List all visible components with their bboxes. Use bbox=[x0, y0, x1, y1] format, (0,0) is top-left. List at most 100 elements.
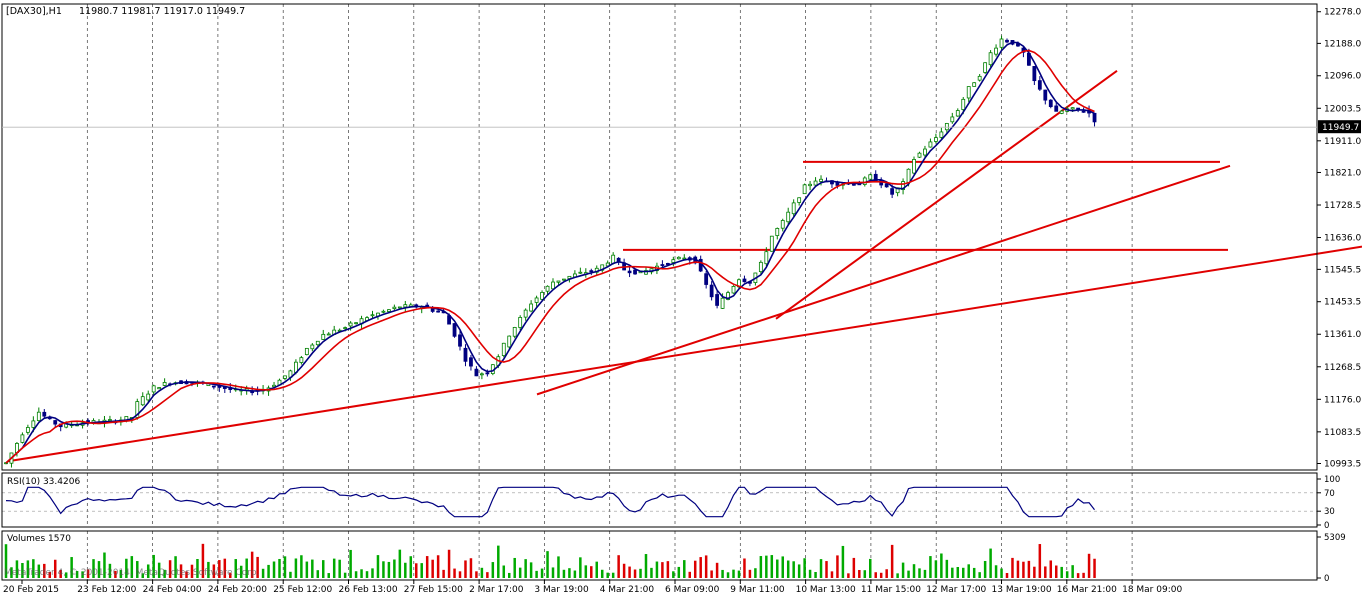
candle-body bbox=[529, 303, 534, 312]
candle-body bbox=[146, 393, 151, 401]
candle-body bbox=[1048, 99, 1053, 108]
candle-body bbox=[961, 98, 966, 110]
volume-axis-label: 0 bbox=[1324, 574, 1329, 584]
price-axis-label: 12096.0 bbox=[1324, 72, 1361, 82]
candle-body bbox=[370, 314, 375, 317]
candle-body bbox=[764, 251, 769, 265]
price-axis-label: 10993.5 bbox=[1324, 459, 1361, 469]
candle-body bbox=[545, 285, 550, 292]
candle-body bbox=[1059, 110, 1064, 114]
candle-body bbox=[939, 131, 944, 138]
current-price-value: 11949.7 bbox=[1322, 123, 1359, 133]
candle-body bbox=[890, 188, 895, 195]
candle-body bbox=[321, 333, 326, 340]
candle-body bbox=[485, 372, 490, 375]
candle-body bbox=[676, 256, 681, 260]
candle-body bbox=[802, 184, 807, 195]
candle-body bbox=[1021, 47, 1026, 53]
rsi-panel-frame bbox=[1, 472, 1318, 528]
candle-body bbox=[983, 62, 988, 73]
candle-body bbox=[392, 306, 397, 310]
rsi-axis-label: 70 bbox=[1324, 489, 1335, 499]
candle-body bbox=[994, 47, 998, 55]
candle-body bbox=[923, 148, 927, 156]
time-axis-label: 24 Feb 04:00 bbox=[143, 585, 202, 595]
rsi-axis-label: 30 bbox=[1324, 507, 1335, 517]
candle-body bbox=[140, 396, 145, 406]
candle-body bbox=[458, 334, 462, 347]
current-price-tag bbox=[1318, 120, 1361, 134]
price-axis-label: 11453.5 bbox=[1324, 298, 1361, 308]
candle-body bbox=[354, 322, 358, 325]
candle-body bbox=[589, 270, 594, 273]
candle-body bbox=[851, 183, 856, 186]
candle-body bbox=[1043, 89, 1048, 101]
candle-body bbox=[397, 306, 402, 309]
candle-body bbox=[944, 123, 949, 131]
volume-label: Volumes 1570 bbox=[7, 534, 71, 544]
candle-body bbox=[540, 292, 544, 300]
candle-body bbox=[135, 401, 140, 418]
candle-body bbox=[780, 220, 785, 229]
candle-body bbox=[912, 159, 916, 174]
candle-body bbox=[108, 419, 112, 421]
candle-body bbox=[283, 375, 287, 379]
time-axis-label: 27 Feb 15:00 bbox=[404, 585, 463, 595]
candle-body bbox=[966, 86, 971, 99]
candle-body bbox=[917, 152, 922, 158]
candle-body bbox=[928, 141, 933, 148]
candle-body bbox=[868, 174, 873, 180]
candle-body bbox=[1092, 112, 1097, 123]
fast-moving-average bbox=[5, 41, 1095, 464]
candle-body bbox=[31, 420, 36, 428]
volume-axis-label: 5309 bbox=[1324, 533, 1346, 543]
time-axis-label: 16 Mar 21:00 bbox=[1057, 585, 1117, 595]
time-axis-label: 6 Mar 09:00 bbox=[665, 585, 720, 595]
candle-body bbox=[452, 323, 457, 337]
time-axis-label: 12 Mar 17:00 bbox=[926, 585, 986, 595]
rsi-line bbox=[5, 486, 1095, 518]
candle-body bbox=[479, 373, 484, 376]
candle-body bbox=[507, 335, 512, 348]
main-panel-frame bbox=[1, 3, 1318, 471]
candle-body bbox=[501, 342, 506, 356]
candle-body bbox=[665, 262, 670, 265]
candle-body bbox=[1076, 107, 1081, 110]
candle-body bbox=[157, 387, 162, 390]
candle-body bbox=[162, 382, 167, 386]
candle-body bbox=[901, 181, 905, 190]
trend-line[interactable] bbox=[7, 245, 1362, 463]
candle-body bbox=[1081, 110, 1086, 113]
time-axis-label: 3 Mar 19:00 bbox=[534, 585, 589, 595]
candle-body bbox=[715, 294, 719, 306]
price-axis-label: 11911.0 bbox=[1324, 137, 1361, 147]
candle-body bbox=[272, 384, 276, 388]
candle-body bbox=[769, 235, 774, 252]
price-axis-label: 11083.5 bbox=[1324, 428, 1361, 438]
candle-body bbox=[474, 368, 479, 377]
candle-body bbox=[551, 281, 555, 290]
candle-body bbox=[808, 183, 812, 187]
candle-body bbox=[704, 273, 709, 285]
candle-body bbox=[1005, 39, 1009, 43]
candle-body bbox=[562, 278, 566, 281]
candle-body bbox=[791, 202, 796, 215]
candle-body bbox=[315, 340, 320, 346]
candle-body bbox=[999, 38, 1004, 48]
trend-line[interactable] bbox=[536, 164, 1231, 396]
rsi-label: RSI(10) 33.4206 bbox=[7, 477, 80, 487]
time-axis-label: 24 Feb 20:00 bbox=[208, 585, 267, 595]
symbol-label: [DAX30],H1 bbox=[6, 6, 62, 17]
candle-body bbox=[25, 427, 30, 433]
candle-body bbox=[742, 278, 747, 283]
candle-body bbox=[660, 264, 665, 266]
candle-body bbox=[42, 411, 47, 417]
price-axis-label: 11176.0 bbox=[1324, 395, 1361, 405]
price-axis-label: 11821.0 bbox=[1324, 168, 1361, 178]
candle-body bbox=[20, 434, 25, 443]
candle-body bbox=[436, 310, 441, 313]
price-axis-label: 11728.5 bbox=[1324, 201, 1361, 211]
